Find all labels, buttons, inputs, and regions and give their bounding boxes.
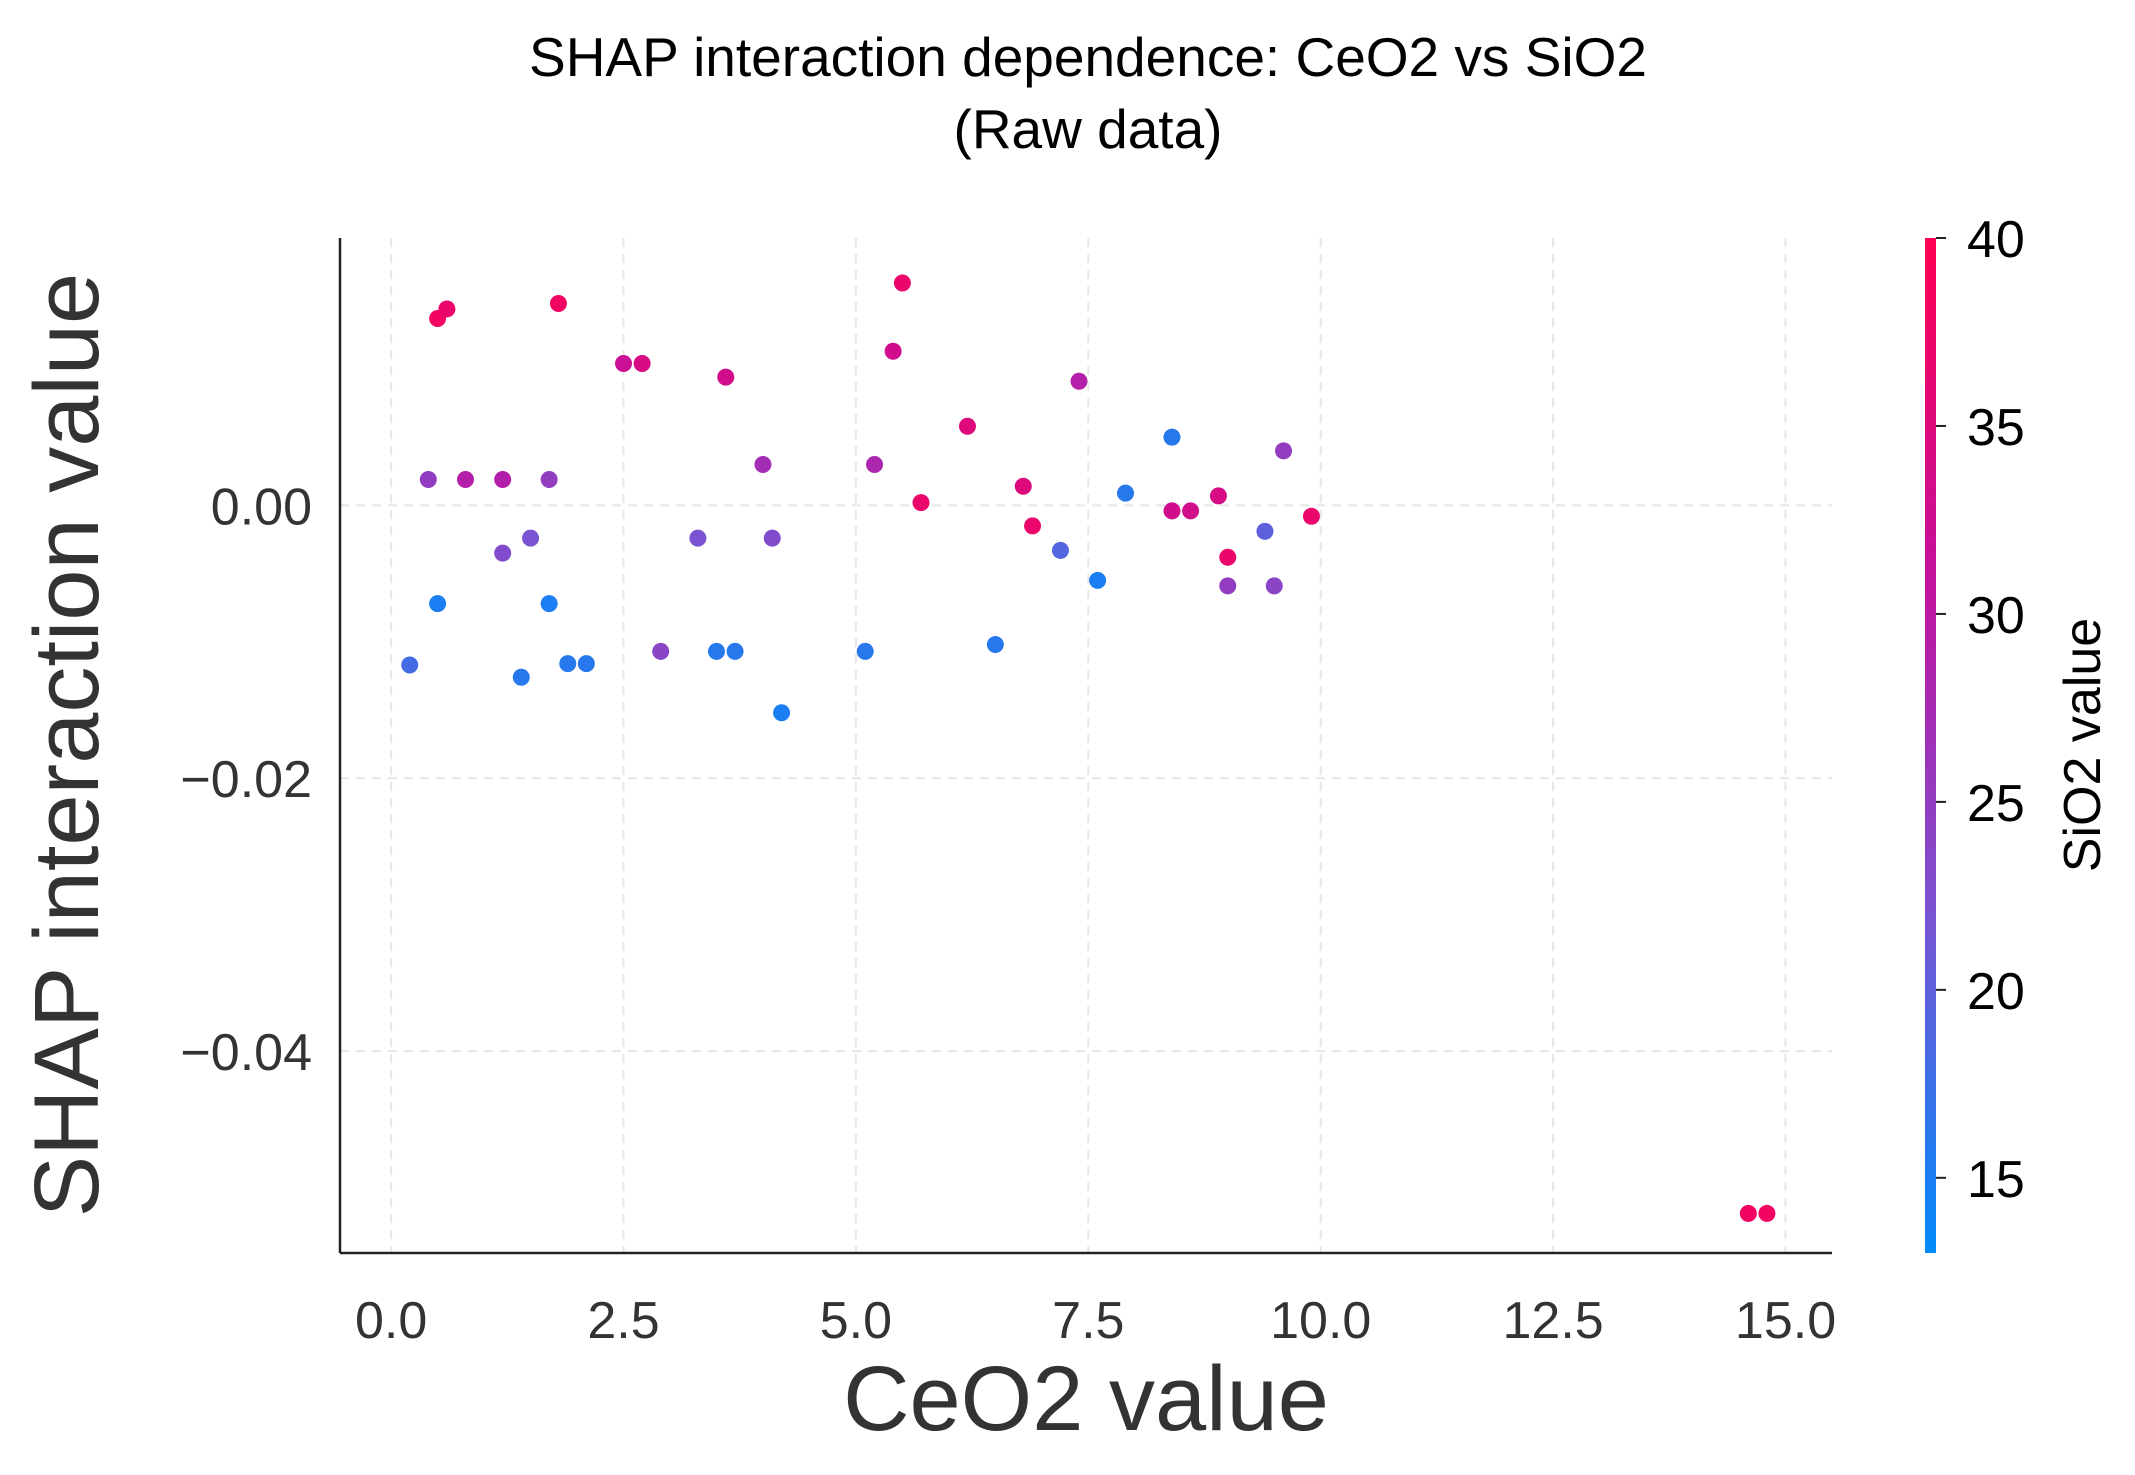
- scatter-point: [494, 470, 512, 488]
- colorbar: [1925, 238, 1936, 1253]
- scatter-point: [1089, 571, 1107, 589]
- scatter-point: [986, 636, 1004, 654]
- x-tick-label: 7.5: [1052, 1292, 1124, 1350]
- scatter-point: [763, 529, 781, 547]
- scatter-point: [1070, 372, 1088, 390]
- scatter-point: [884, 342, 902, 360]
- scatter-point: [726, 642, 744, 660]
- scatter-points: [401, 274, 1776, 1222]
- x-ticks: 0.0 2.5 5.0 7.5 10.0 12.5 15.0: [355, 1292, 1836, 1350]
- scatter-point: [1256, 522, 1274, 540]
- scatter-point: [707, 642, 725, 660]
- colorbar-tick-label: 25: [1967, 775, 2025, 833]
- x-tick-label: 5.0: [820, 1292, 892, 1350]
- scatter-point: [549, 294, 567, 312]
- scatter-point: [419, 470, 437, 488]
- scatter-point: [866, 455, 884, 473]
- scatter-point: [856, 642, 874, 660]
- scatter-point: [577, 655, 595, 673]
- x-axis-label: CeO2 value: [843, 1348, 1329, 1450]
- scatter-point: [1739, 1204, 1757, 1222]
- grid: [340, 238, 1832, 1253]
- scatter-point: [652, 642, 670, 660]
- scatter-point: [1275, 442, 1293, 460]
- scatter-point: [438, 300, 456, 318]
- scatter-point: [512, 668, 530, 686]
- scatter-point: [401, 656, 419, 674]
- scatter-point: [522, 529, 540, 547]
- x-tick-label: 2.5: [587, 1292, 659, 1350]
- scatter-point: [1182, 502, 1200, 520]
- colorbar-ticks: 15 20 25 30 35 40: [1936, 211, 2025, 1209]
- y-ticks: 0.00 −0.02 −0.04: [180, 478, 312, 1082]
- x-tick-label: 10.0: [1270, 1292, 1371, 1350]
- scatter-point: [1758, 1204, 1776, 1222]
- scatter-point: [429, 595, 447, 613]
- scatter-point: [754, 455, 772, 473]
- scatter-point: [958, 417, 976, 435]
- scatter-point: [1219, 577, 1237, 595]
- scatter-point: [633, 355, 651, 373]
- scatter-point: [540, 595, 558, 613]
- scatter-point: [1014, 477, 1032, 495]
- scatter-point: [456, 470, 474, 488]
- scatter-point: [540, 470, 558, 488]
- colorbar-tick-label: 20: [1967, 963, 2025, 1021]
- scatter-point: [717, 368, 735, 386]
- scatter-point: [1163, 428, 1181, 446]
- x-tick-label: 12.5: [1503, 1292, 1604, 1350]
- chart-subtitle: (Raw data): [954, 98, 1223, 160]
- scatter-point: [1024, 517, 1042, 535]
- colorbar-label: SiO2 value: [2054, 618, 2112, 872]
- colorbar-tick-label: 35: [1967, 399, 2025, 457]
- scatter-point: [1265, 577, 1283, 595]
- y-tick-label: −0.04: [180, 1024, 312, 1082]
- scatter-point: [912, 494, 930, 512]
- scatter-point: [1209, 487, 1227, 505]
- scatter-point: [893, 274, 911, 292]
- y-axis-label: SHAP interaction value: [16, 273, 118, 1217]
- scatter-point: [1163, 502, 1181, 520]
- scatter-point: [1302, 507, 1320, 525]
- scatter-point: [559, 655, 577, 673]
- y-tick-label: 0.00: [211, 478, 312, 536]
- scatter-point: [689, 529, 707, 547]
- colorbar-tick-label: 40: [1967, 211, 2025, 269]
- y-tick-label: −0.02: [180, 751, 312, 809]
- scatter-point: [494, 544, 512, 562]
- x-tick-label: 15.0: [1735, 1292, 1836, 1350]
- scatter-point: [1051, 541, 1069, 559]
- x-tick-label: 0.0: [355, 1292, 427, 1350]
- scatter-point: [773, 704, 791, 722]
- scatter-point: [1117, 484, 1135, 502]
- scatter-point: [1219, 548, 1237, 566]
- chart-title: SHAP interaction dependence: CeO2 vs SiO…: [529, 26, 1647, 88]
- scatter-point: [615, 355, 633, 373]
- colorbar-tick-label: 15: [1967, 1151, 2025, 1209]
- colorbar-tick-label: 30: [1967, 587, 2025, 645]
